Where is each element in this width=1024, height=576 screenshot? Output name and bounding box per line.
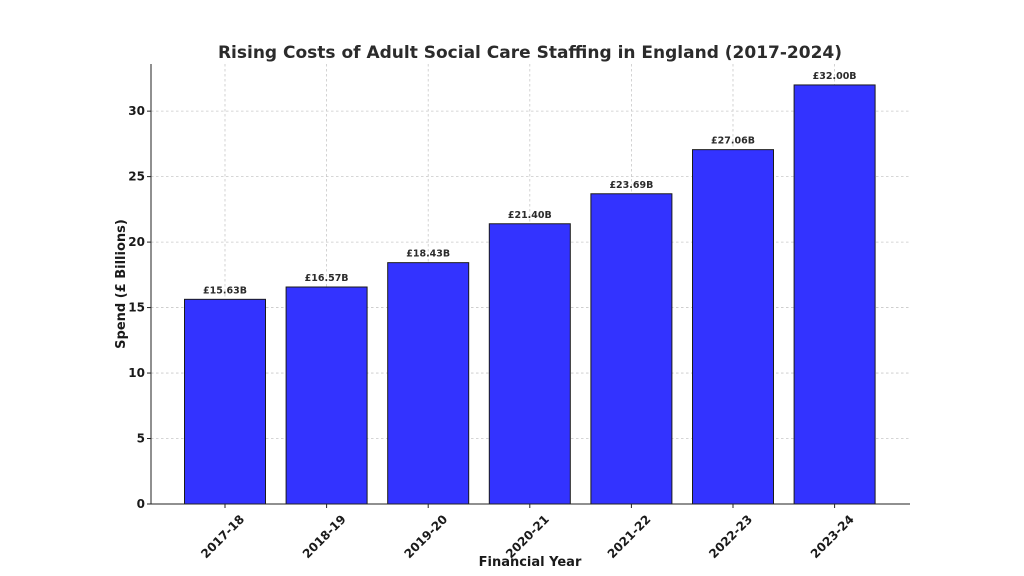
x-tick-label: 2021-22: [605, 512, 654, 561]
data-label: £16.57B: [305, 273, 349, 284]
bar: [590, 193, 673, 505]
data-labels: £15.63B £16.57B £18.43B £21.40B £23.69B £27.0…: [203, 71, 857, 296]
data-label: £32.00B: [813, 71, 857, 82]
x-tick-label: 2018-19: [300, 512, 349, 561]
bar: [793, 84, 876, 505]
chart-title: Rising Costs of Adult Social Care Staffi…: [218, 43, 842, 63]
y-tick-label: 5: [137, 432, 145, 446]
data-label: £18.43B: [406, 249, 450, 260]
bar: [285, 286, 368, 505]
y-tick-label: 20: [128, 235, 145, 249]
y-tick-label: 30: [128, 104, 145, 118]
bar: [692, 149, 774, 505]
x-tick-label: 2023-24: [808, 512, 857, 561]
data-label: £27.06B: [711, 136, 755, 147]
y-tick-label: 25: [128, 170, 145, 184]
bar: [184, 298, 266, 505]
x-tick-label: 2019-20: [401, 512, 450, 561]
data-label: £15.63B: [203, 285, 247, 296]
x-ticks: 2017-18 2018-19 2019-20 2020-21 2021-22 2022-…: [198, 504, 857, 561]
y-tick-label: 0: [137, 497, 145, 511]
y-ticks: 0 5 10 15 20 25 30: [128, 104, 151, 511]
x-tick-label: 2020-21: [503, 512, 552, 561]
x-tick-label: 2022-23: [706, 512, 755, 561]
bars: [184, 84, 876, 505]
bar: [387, 262, 470, 505]
data-label: £23.69B: [609, 180, 653, 191]
bar: [488, 223, 571, 505]
x-tick-label: 2017-18: [198, 512, 247, 561]
axes: [150, 64, 910, 505]
data-label: £21.40B: [508, 210, 552, 221]
y-tick-label: 15: [128, 301, 145, 315]
y-axis-label: Spend (£ Billions): [114, 219, 129, 349]
y-tick-label: 10: [128, 366, 145, 380]
x-axis-label: Financial Year: [479, 555, 582, 570]
